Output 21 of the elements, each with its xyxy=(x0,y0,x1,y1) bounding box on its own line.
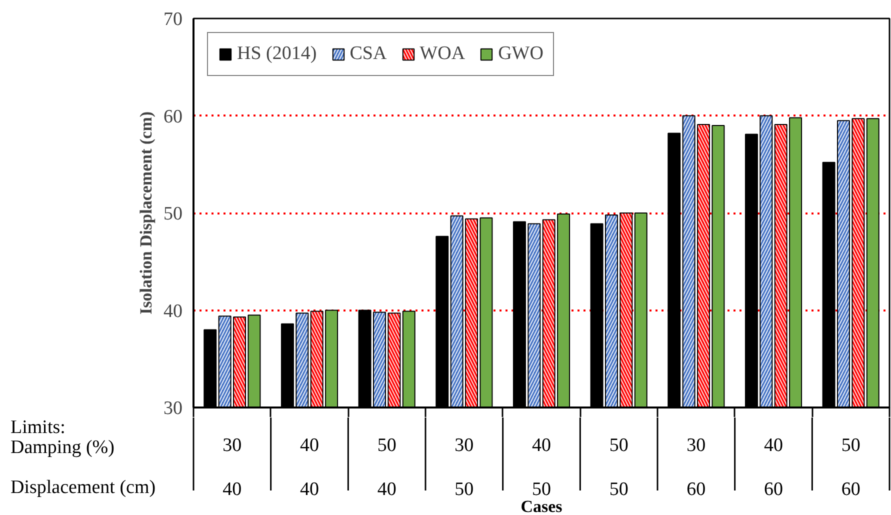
category-label: 40 40 xyxy=(300,434,319,500)
category-label: 50 50 xyxy=(609,434,628,500)
y-tick-label: 50 xyxy=(164,204,182,224)
y-axis-title: Isolation Displacement (cm) xyxy=(136,111,156,315)
text: Displacement (cm) xyxy=(10,477,156,498)
text: Damping (%) xyxy=(10,437,114,458)
y-tick-label: 30 xyxy=(164,398,182,419)
category-label: 30 50 xyxy=(454,434,474,500)
text: Limits: xyxy=(10,417,66,438)
category-label: 30 60 xyxy=(686,434,706,500)
legend-label: WOA xyxy=(420,43,466,65)
y-tick-label: 40 xyxy=(164,300,182,322)
category-label: 50 60 xyxy=(841,434,860,500)
legend-label: GWO xyxy=(498,43,544,65)
y-tick-label: 60 xyxy=(164,106,182,128)
category-label: 40 60 xyxy=(764,434,783,500)
category-label: 30 40 xyxy=(222,434,242,500)
legend-label: CSA xyxy=(350,43,387,65)
y-tick-label: 70 xyxy=(164,9,182,30)
category-label: 50 40 xyxy=(377,434,396,500)
legend-label: HS (2014) xyxy=(237,43,317,65)
